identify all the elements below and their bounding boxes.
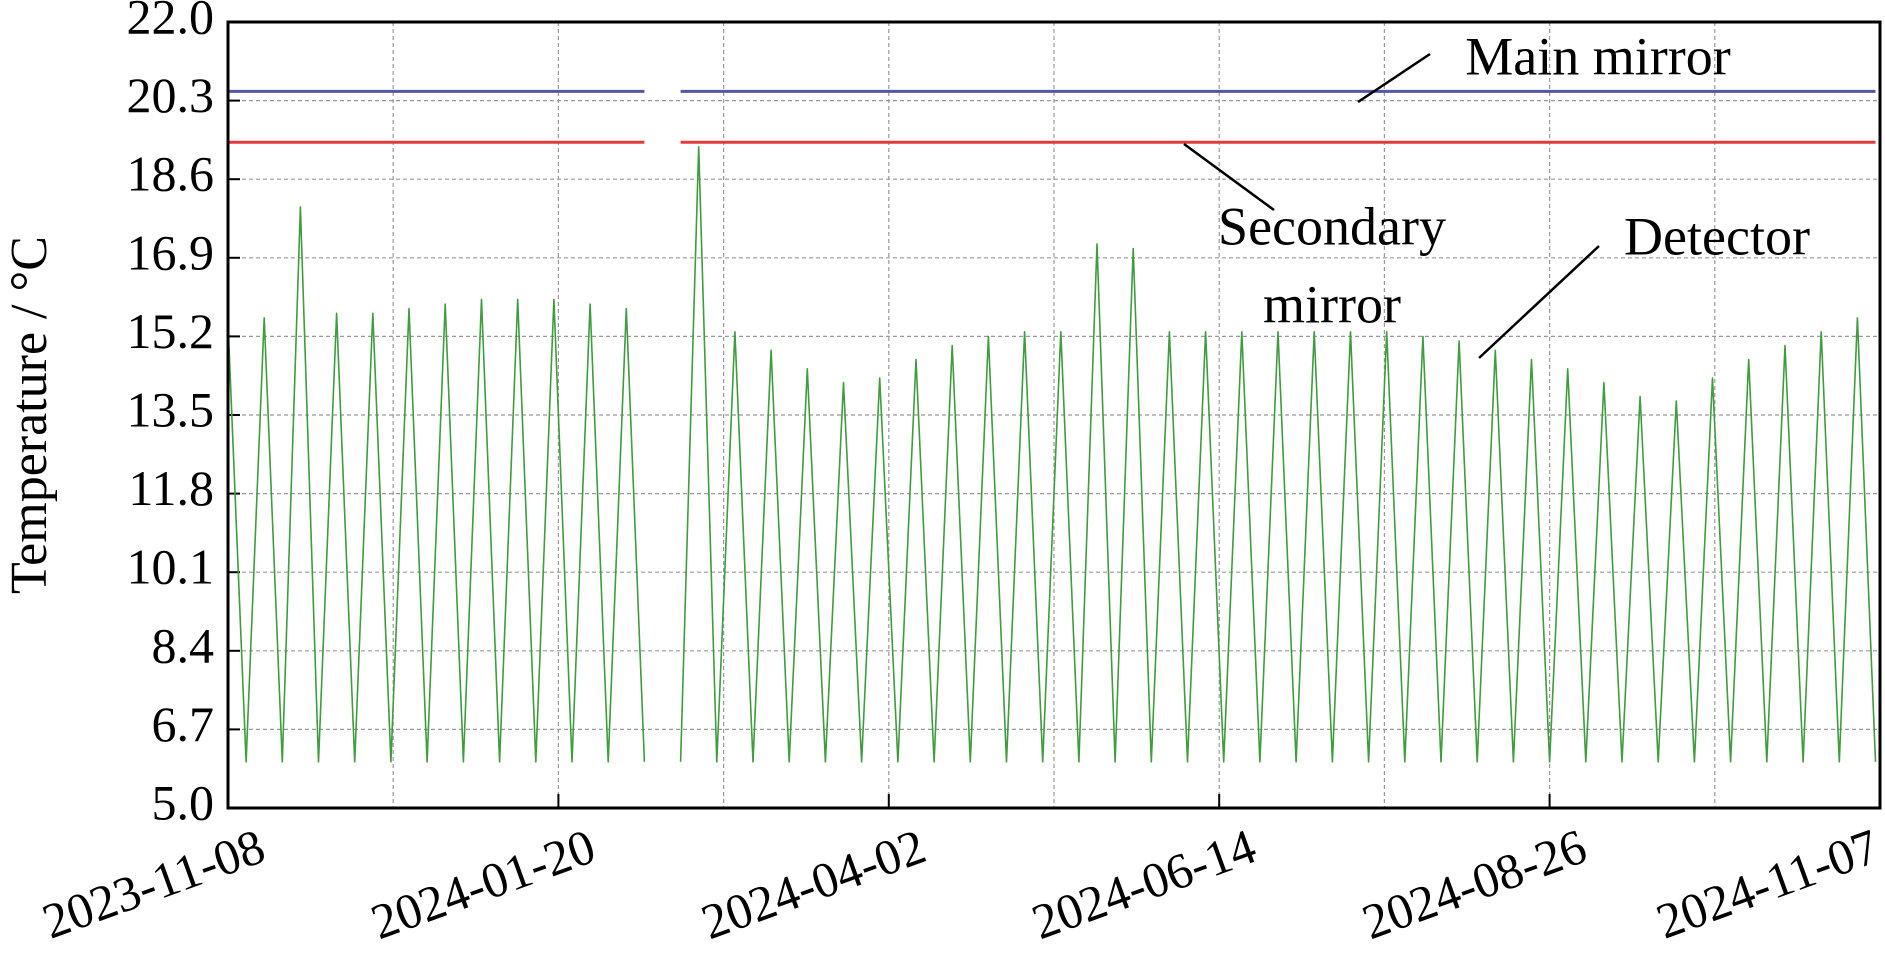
y-tick-label: 22.0 — [127, 0, 215, 44]
plot-frame — [226, 20, 1882, 810]
y-tick-label: 13.5 — [127, 381, 215, 437]
y-tick-label: 6.7 — [152, 696, 215, 752]
annotation: Detector — [1624, 206, 1810, 266]
annotation: mirror — [1263, 274, 1401, 334]
x-tick-label: 2023-11-08 — [35, 818, 272, 950]
annotation: Main mirror — [1465, 26, 1730, 86]
y-tick-label: 10.1 — [127, 539, 215, 595]
y-tick-label: 18.6 — [127, 146, 215, 202]
annotation: Secondary — [1218, 196, 1446, 256]
y-tick-label: 5.0 — [152, 774, 215, 830]
x-tick-label: 2024-08-26 — [1355, 818, 1593, 950]
x-tick-label: 2024-01-20 — [364, 818, 602, 950]
series-line — [227, 146, 1877, 763]
y-tick-label: 15.2 — [127, 303, 215, 359]
annotation-leader — [1183, 142, 1275, 212]
x-tick-label: 2024-11-07 — [1649, 818, 1885, 950]
y-tick-label: 11.8 — [128, 460, 214, 516]
annotation-leader — [1357, 52, 1431, 104]
y-tick-label: 20.3 — [127, 67, 215, 123]
x-tick-label: 2024-06-14 — [1025, 818, 1263, 950]
y-tick-label: 16.9 — [127, 224, 215, 280]
annotation-leader — [1478, 245, 1600, 359]
x-tick-label: 2024-04-02 — [694, 818, 932, 950]
y-tick-label: 8.4 — [152, 617, 215, 673]
y-axis-label: Temperature / °C — [1, 236, 58, 594]
